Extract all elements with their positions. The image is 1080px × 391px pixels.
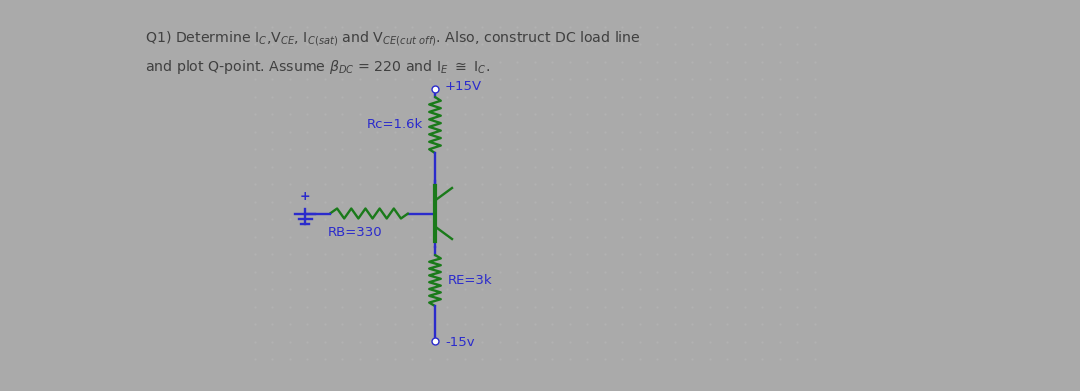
Text: +15V: +15V (445, 81, 482, 93)
Text: Rc=1.6k: Rc=1.6k (367, 118, 423, 131)
Text: RB=330: RB=330 (328, 226, 382, 239)
Text: -15v: -15v (445, 335, 474, 348)
Text: +: + (299, 190, 310, 203)
Text: RE=3k: RE=3k (448, 274, 492, 287)
Text: and plot Q-point. Assume $\beta_{DC}$ = 220 and I$_E$ $\cong$ I$_C$.: and plot Q-point. Assume $\beta_{DC}$ = … (145, 58, 490, 76)
Text: Q1) Determine I$_C$,V$_{CE}$, I$_{C(sat)}$ and V$_{CE(cut\ off)}$. Also, constru: Q1) Determine I$_C$,V$_{CE}$, I$_{C(sat)… (145, 29, 640, 48)
